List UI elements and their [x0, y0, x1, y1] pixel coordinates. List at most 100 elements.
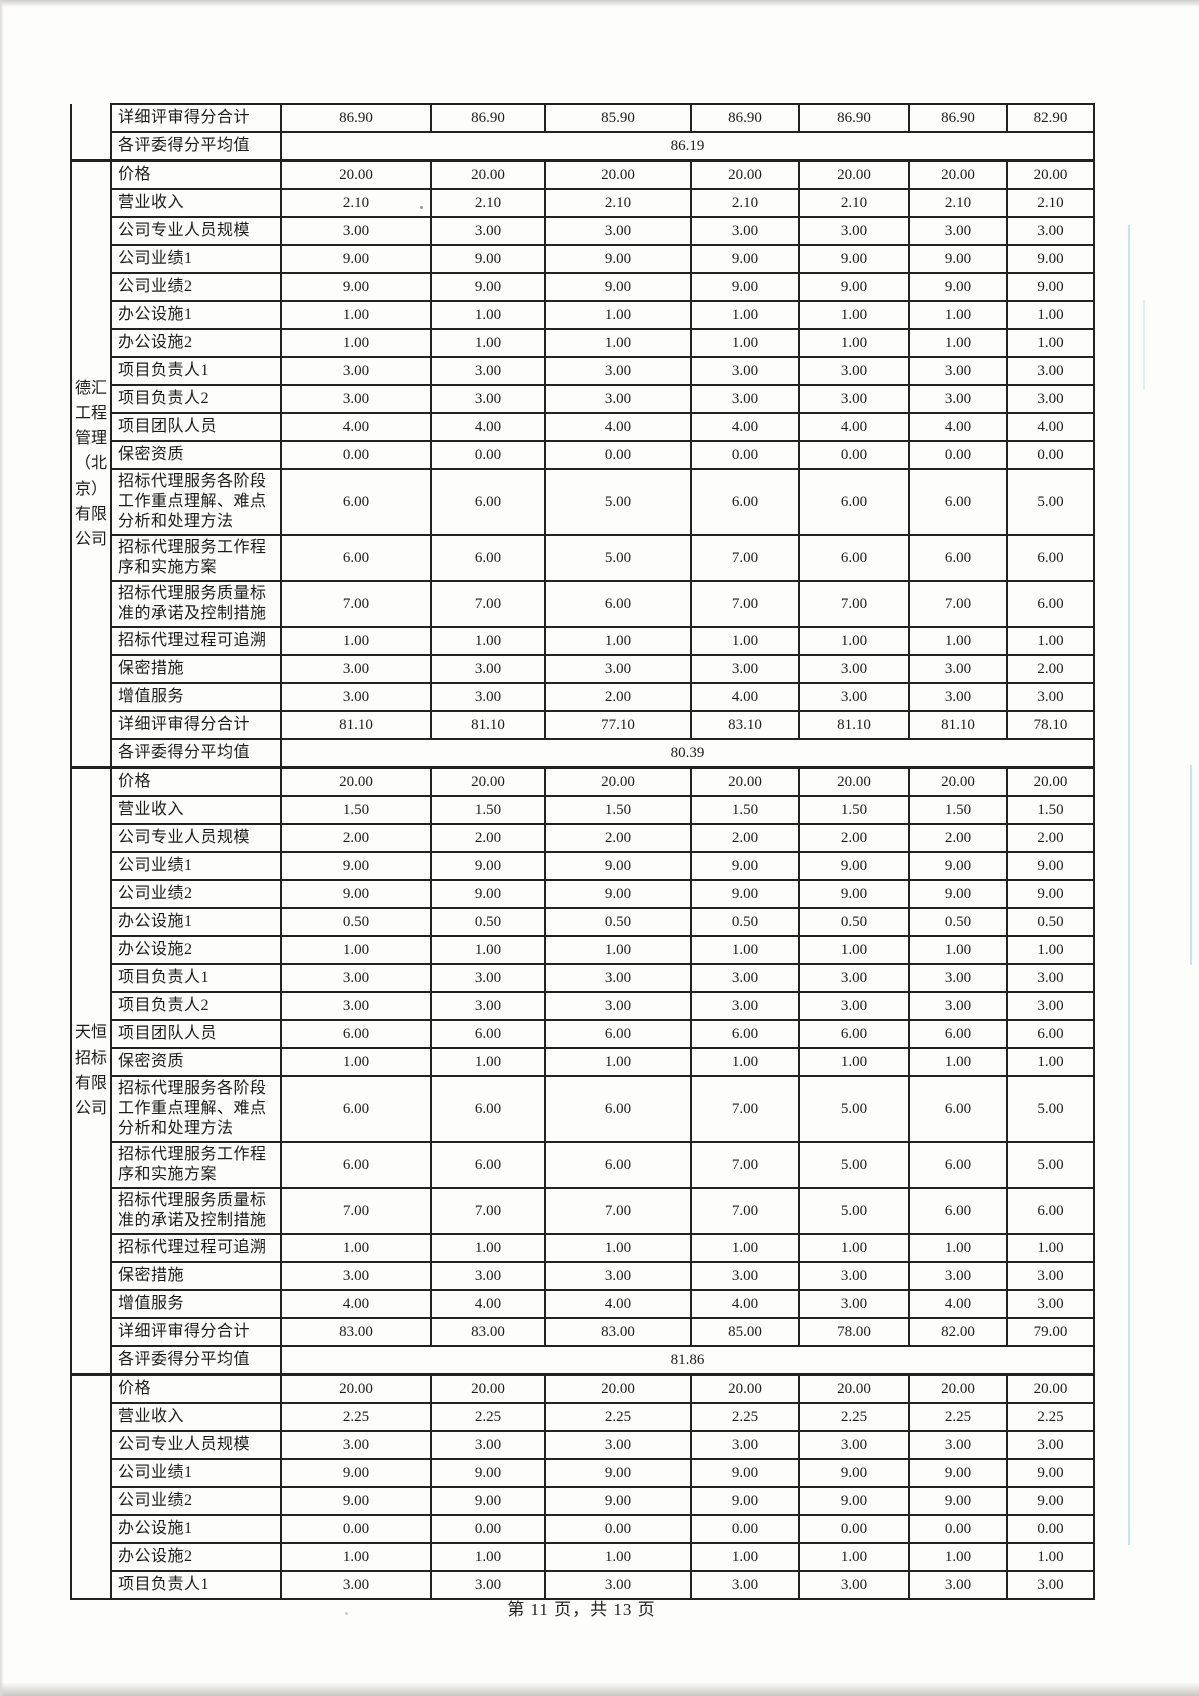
score-cell: 81.10: [280, 710, 432, 740]
score-cell: 6.00: [280, 1075, 432, 1143]
criteria-label: 项目负责人2: [110, 991, 282, 1021]
score-cell: 9.00: [1006, 851, 1095, 881]
score-cell: 7.00: [430, 1187, 546, 1235]
score-cell: 3.00: [690, 1261, 800, 1291]
score-cell: 9.00: [690, 1458, 800, 1488]
score-cell: 9.00: [430, 879, 546, 909]
score-cell: 4.00: [908, 1289, 1008, 1319]
table-row: 公司专业人员规模 3.00 3.00 3.00 3.00 3.00 3.00 3.00: [71, 1430, 1095, 1460]
scan-artifact-line: [1128, 225, 1130, 1545]
score-cell: 2.00: [798, 823, 910, 853]
score-cell: 3.00: [908, 991, 1008, 1021]
company-cell: [70, 104, 112, 162]
score-cell: 1.00: [690, 935, 800, 965]
score-cell: 7.00: [690, 534, 800, 582]
score-cell: 2.25: [1006, 1402, 1095, 1432]
score-cell: 0.00: [798, 440, 910, 470]
score-cell: 86.90: [280, 103, 432, 133]
score-cell: 0.00: [798, 1514, 910, 1544]
criteria-label: 各评委得分平均值: [110, 131, 282, 162]
score-cell: 9.00: [544, 851, 692, 881]
score-cell: 3.00: [908, 1570, 1008, 1600]
score-cell: 2.10: [1006, 188, 1095, 218]
score-cell: 2.25: [280, 1402, 432, 1432]
score-cell: 3.00: [798, 1430, 910, 1460]
score-cell: 3.00: [280, 1261, 432, 1291]
score-cell: 3.00: [798, 682, 910, 712]
scan-edge-shadow-bottom: [0, 1682, 1199, 1696]
criteria-label: 招标代理服务质量标准的承诺及控制措施: [110, 1187, 282, 1235]
table-row: 公司业绩1 9.00 9.00 9.00 9.00 9.00 9.00 9.00: [71, 851, 1095, 881]
score-cell: 1.00: [544, 300, 692, 330]
score-cell: 5.00: [1006, 468, 1095, 536]
score-cell: 7.00: [798, 580, 910, 628]
score-cell: 4.00: [280, 1289, 432, 1319]
score-cell: 0.50: [690, 907, 800, 937]
score-cell: 1.00: [280, 300, 432, 330]
score-cell: 7.00: [280, 580, 432, 628]
table-row: 招标代理服务质量标准的承诺及控制措施 7.00 7.00 7.00 7.00 5.00 6.…: [71, 1187, 1095, 1235]
criteria-label: 公司业绩1: [110, 851, 282, 881]
score-cell: 20.00: [908, 1373, 1008, 1404]
score-cell: 5.00: [544, 534, 692, 582]
score-cell: 20.00: [908, 766, 1008, 797]
score-cell: 2.00: [430, 823, 546, 853]
score-cell: 6.00: [1006, 534, 1095, 582]
score-cell: 1.00: [430, 1542, 546, 1572]
score-cell: 3.00: [430, 991, 546, 1021]
score-cell: 9.00: [908, 244, 1008, 274]
table-row: 项目团队人员 4.00 4.00 4.00 4.00 4.00 4.00 4.00: [71, 412, 1095, 442]
scan-artifact-line: [1143, 300, 1145, 390]
score-cell: 9.00: [690, 851, 800, 881]
score-cell: 20.00: [430, 766, 546, 797]
score-cell: 3.00: [280, 384, 432, 414]
score-cell: 1.00: [798, 1542, 910, 1572]
score-cell: 1.00: [690, 300, 800, 330]
scan-artifact-line: [1190, 765, 1192, 965]
score-cell: 9.00: [908, 272, 1008, 302]
average-row: 各评委得分平均值 80.39: [71, 738, 1095, 769]
score-cell: 9.00: [430, 851, 546, 881]
criteria-label: 公司业绩2: [110, 1486, 282, 1516]
criteria-label: 各评委得分平均值: [110, 1345, 282, 1376]
score-cell: 7.00: [544, 1187, 692, 1235]
score-cell: 9.00: [798, 851, 910, 881]
criteria-label: 详细评审得分合计: [110, 1317, 282, 1347]
score-cell: 78.00: [798, 1317, 910, 1347]
score-cell: 0.00: [430, 1514, 546, 1544]
table-row: 保密措施 3.00 3.00 3.00 3.00 3.00 3.00 3.00: [71, 1261, 1095, 1291]
score-cell: 2.00: [280, 823, 432, 853]
score-cell: 2.25: [908, 1402, 1008, 1432]
score-cell: 9.00: [908, 851, 1008, 881]
table-row: 详细评审得分合计 81.10 81.10 77.10 83.10 81.10 81.10 78…: [71, 710, 1095, 740]
table-row: 招标代理服务工作程序和实施方案 6.00 6.00 6.00 7.00 5.00 6.00 5…: [71, 1141, 1095, 1189]
score-cell: 1.00: [1006, 1542, 1095, 1572]
score-cell: 81.10: [798, 710, 910, 740]
score-cell: 3.00: [798, 216, 910, 246]
score-cell: 0.00: [908, 440, 1008, 470]
score-cell: 6.00: [908, 534, 1008, 582]
score-cell: 3.00: [908, 1261, 1008, 1291]
evaluation-score-table: 详细评审得分合计 86.90 86.90 85.90 86.90 86.90 86.90 82…: [70, 103, 1095, 1600]
criteria-label: 项目负责人1: [110, 963, 282, 993]
score-cell: 5.00: [1006, 1075, 1095, 1143]
score-cell: 9.00: [544, 1486, 692, 1516]
score-cell: 3.00: [798, 654, 910, 684]
score-cell: 2.00: [544, 823, 692, 853]
score-cell: 3.00: [544, 963, 692, 993]
score-cell: 9.00: [908, 879, 1008, 909]
score-cell: 6.00: [798, 1019, 910, 1049]
score-cell: 20.00: [280, 1373, 432, 1404]
score-cell: 0.50: [908, 907, 1008, 937]
criteria-label: 公司专业人员规模: [110, 1430, 282, 1460]
score-cell: 0.00: [690, 1514, 800, 1544]
score-cell: 9.00: [280, 879, 432, 909]
average-value: 81.86: [280, 1345, 1095, 1376]
score-cell: 1.00: [798, 1233, 910, 1263]
score-cell: 2.00: [908, 823, 1008, 853]
score-cell: 6.00: [690, 1019, 800, 1049]
score-cell: 3.00: [280, 963, 432, 993]
score-cell: 0.00: [544, 1514, 692, 1544]
score-cell: 20.00: [430, 159, 546, 190]
score-cell: 1.00: [544, 935, 692, 965]
